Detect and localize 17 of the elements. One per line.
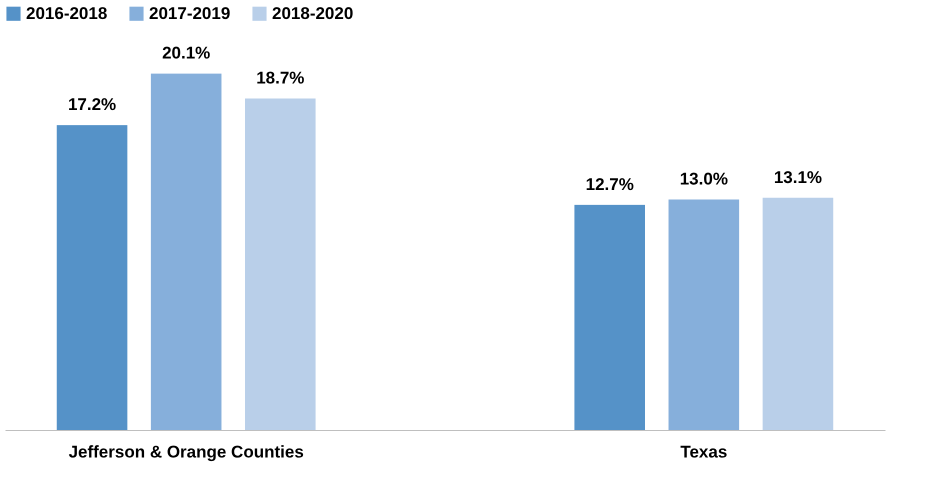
x-tick-label: Texas [680,442,728,462]
x-tick-label: Jefferson & Orange Counties [68,442,304,462]
legend-label: 2017-2019 [149,4,230,23]
bar [245,98,316,430]
data-label: 12.7% [586,174,634,194]
bar [150,74,222,430]
data-label: 13.1% [774,168,822,187]
bar [668,200,740,430]
legend-label: 2016-2018 [26,4,108,23]
bar [56,125,128,430]
bar [574,204,645,430]
data-label: 17.2% [68,95,116,114]
data-label: 13.0% [680,170,728,189]
legend-label: 2018-2020 [272,4,354,23]
data-label: 20.1% [162,44,210,63]
data-label: 18.7% [256,68,304,88]
bar [762,198,834,430]
